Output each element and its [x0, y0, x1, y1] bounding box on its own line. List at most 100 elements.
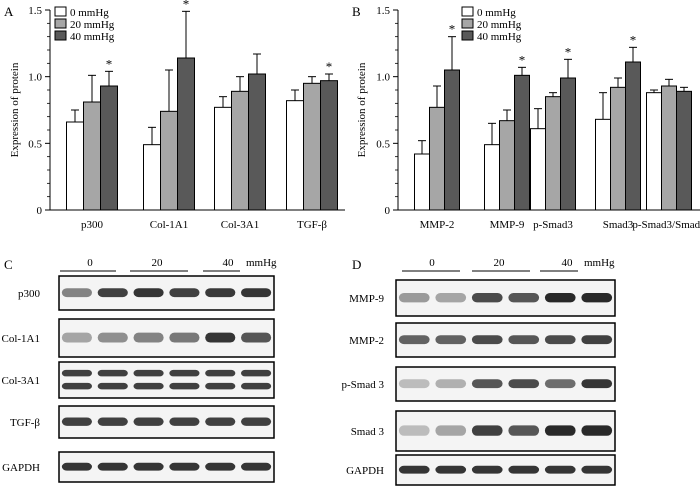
blot-band	[435, 425, 467, 436]
legend-label: 40 mmHg	[477, 31, 522, 43]
blot-unit-label: mmHg	[246, 257, 277, 269]
blot-band	[471, 335, 503, 345]
blot-band	[97, 288, 128, 298]
x-tick-label: p-Smad3	[533, 219, 573, 231]
significance-star: *	[326, 59, 333, 74]
blot-row-label: TGF-β	[10, 417, 40, 429]
blot-row-label: p-Smad 3	[342, 379, 385, 391]
blot-frame-GAPDH	[395, 454, 616, 486]
legend-swatch	[461, 30, 474, 41]
blot-band	[581, 425, 613, 436]
blot-group-label: 0	[429, 257, 435, 269]
blot-band	[435, 292, 467, 303]
significance-star: *	[565, 44, 572, 59]
legend-swatch	[461, 6, 474, 17]
blot-group-label: 20	[152, 257, 164, 269]
blot-band	[241, 288, 272, 298]
panel-label-B: B	[352, 4, 361, 19]
significance-star: *	[106, 56, 113, 71]
blot-frame-Col-1A1	[58, 318, 275, 358]
blot-band	[133, 288, 164, 298]
bar-p300-0mmHg	[66, 121, 84, 211]
blot-band	[398, 425, 430, 436]
blot-band	[398, 292, 430, 303]
blot-band	[544, 292, 576, 303]
blot-group-label: 40	[223, 257, 235, 269]
x-tick-label: Smad3	[603, 219, 634, 231]
blot-band	[61, 369, 92, 377]
blot-band	[398, 335, 430, 345]
blot-band	[133, 332, 164, 343]
blot-band	[544, 465, 576, 474]
blot-band	[97, 369, 128, 377]
blot-band	[205, 382, 236, 390]
blot-band	[544, 335, 576, 345]
bar-MMP-2-40mmHg	[444, 69, 460, 211]
blot-band	[544, 425, 576, 436]
bar-Col-1A1-0mmHg	[143, 144, 161, 211]
blot-band	[398, 379, 430, 389]
blot-band	[97, 382, 128, 390]
blot-band	[581, 465, 613, 474]
y-axis-label: Expression of protein	[9, 62, 21, 157]
blot-frame-TGF-β	[58, 405, 275, 439]
blot-row-label: MMP-2	[349, 335, 384, 347]
bar-MMP-9-0mmHg	[484, 144, 500, 211]
x-tick-label: TGF-β	[297, 219, 327, 231]
blot-band	[61, 332, 92, 343]
blot-band	[169, 462, 200, 471]
blot-band	[508, 379, 540, 389]
blot-band	[508, 335, 540, 345]
blot-band	[97, 417, 128, 426]
bar-MMP-9-40mmHg	[514, 74, 530, 211]
blot-band	[169, 417, 200, 426]
blot-row-label: MMP-9	[349, 293, 384, 305]
bar-MMP-9-20mmHg	[499, 120, 515, 211]
blot-row-label: Smad 3	[351, 426, 385, 438]
blot-group-label: 0	[87, 257, 93, 269]
bar-MMP-2-20mmHg	[429, 106, 445, 211]
blot-frame-MMP-2	[395, 322, 616, 358]
blot-band	[435, 335, 467, 345]
blot-band	[97, 462, 128, 471]
bar-TGF-β-40mmHg	[320, 80, 338, 211]
legend-swatch	[461, 18, 474, 29]
blot-unit-label: mmHg	[584, 257, 615, 269]
blot-band	[508, 425, 540, 436]
blot-band	[581, 292, 613, 303]
y-tick-label: 0.5	[376, 138, 390, 150]
legend-swatch	[54, 6, 67, 17]
blot-band	[544, 379, 576, 389]
x-tick-label: p300	[81, 219, 104, 231]
legend-label: 40 mmHg	[70, 31, 115, 43]
bar-Col-1A1-20mmHg	[160, 110, 178, 211]
blot-row-label: Col-1A1	[2, 333, 41, 345]
significance-star: *	[449, 22, 456, 37]
panel-label-D: D	[352, 257, 361, 272]
bar-p-Smad3-0mmHg	[530, 128, 546, 211]
x-tick-label: MMP-2	[420, 219, 455, 231]
y-tick-label: 0	[385, 205, 391, 217]
blot-band	[241, 332, 272, 343]
blot-frame-Col-3A1	[58, 361, 275, 399]
blot-band	[205, 417, 236, 426]
panel-label-A: A	[4, 4, 14, 19]
blot-band	[471, 292, 503, 303]
bar-p300-40mmHg	[100, 85, 118, 211]
y-tick-label: 1.0	[376, 72, 390, 84]
x-tick-label: Col-3A1	[221, 219, 260, 231]
bar-p300-20mmHg	[83, 101, 101, 211]
blot-band	[133, 462, 164, 471]
significance-star: *	[519, 52, 526, 67]
blot-band	[471, 425, 503, 436]
blot-band	[205, 369, 236, 377]
bar-Col-1A1-40mmHg	[177, 57, 195, 211]
bar-p-Smad3-40mmHg	[560, 77, 576, 211]
blot-frame-MMP-9	[395, 279, 616, 317]
y-axis-label: Expression of protein	[356, 62, 368, 157]
legend-label: 0 mmHg	[477, 7, 516, 19]
legend-swatch	[54, 30, 67, 41]
blot-frame-GAPDH	[58, 451, 275, 483]
y-tick-label: 0	[37, 205, 43, 217]
